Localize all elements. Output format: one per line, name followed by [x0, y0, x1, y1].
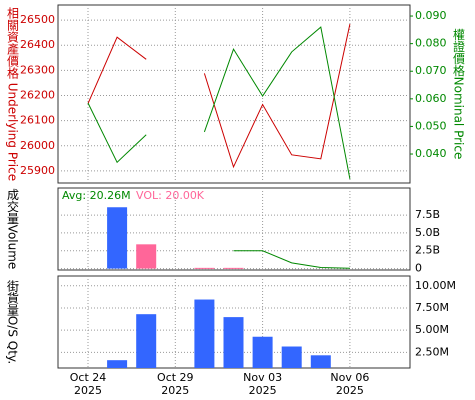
- bar: [223, 267, 244, 269]
- bar: [107, 207, 128, 269]
- y2-tick-label: 0.050: [415, 119, 447, 132]
- y-tick-label: 10.00M: [415, 279, 456, 292]
- x-tick-year: 2025: [249, 384, 277, 397]
- y-tick-label: 5.0B: [415, 226, 440, 239]
- y-tick-label: 0: [415, 262, 422, 275]
- bar: [310, 355, 331, 368]
- y-tick-label: 26400: [20, 38, 55, 51]
- x-tick-label: Nov 06: [330, 371, 369, 384]
- bar: [281, 346, 302, 368]
- y-tick-label: 5.00M: [415, 323, 449, 336]
- y2-tick-label: 0.060: [415, 92, 447, 105]
- y2-tick-label: 0.090: [415, 9, 447, 22]
- y-axis-label: 相關資產價格 Underlying Price: [6, 6, 20, 181]
- y2-tick-label: 0.070: [415, 64, 447, 77]
- bar: [223, 317, 244, 368]
- y-tick-label: 7.5B: [415, 208, 440, 221]
- legend-vol: VOL: 20.00K: [136, 189, 205, 202]
- y-tick-label: 26100: [20, 114, 55, 127]
- x-tick-label: Nov 03: [243, 371, 282, 384]
- x-tick-year: 2025: [74, 384, 102, 397]
- bar: [194, 299, 215, 368]
- y-tick-label: 7.50M: [415, 301, 449, 314]
- line-series: [87, 24, 351, 169]
- bar: [252, 336, 273, 368]
- panel-frame: [57, 187, 411, 271]
- y2-axis-label: 權證價格Nominal Price: [452, 28, 466, 159]
- bar: [136, 244, 157, 269]
- y-tick-label: 26300: [20, 63, 55, 76]
- y-tick-label: 26000: [20, 139, 55, 152]
- y-tick-label: 25900: [20, 164, 55, 177]
- y-tick-label: 26500: [20, 13, 55, 26]
- y-tick-label: 26200: [20, 89, 55, 102]
- bar: [194, 267, 215, 269]
- legend-avg: Avg: 20.26M: [62, 189, 131, 202]
- y2-tick-label: 0.080: [415, 37, 447, 50]
- bar: [136, 314, 157, 368]
- panel-frame: [57, 4, 411, 184]
- x-tick-label: Oct 24: [70, 371, 107, 384]
- y-axis-label: 街貨量O/S Qty.: [6, 279, 20, 364]
- y-tick-label: 2.5B: [415, 244, 440, 257]
- x-tick-year: 2025: [161, 384, 189, 397]
- y-tick-label: 2.50M: [415, 345, 449, 358]
- line-series: [87, 26, 351, 179]
- y2-tick-label: 0.040: [415, 147, 447, 160]
- x-tick-label: Oct 29: [157, 371, 194, 384]
- y-axis-label: 成交量Volume: [6, 188, 20, 269]
- x-tick-year: 2025: [336, 384, 364, 397]
- line-series: [233, 250, 350, 269]
- bar: [107, 360, 128, 368]
